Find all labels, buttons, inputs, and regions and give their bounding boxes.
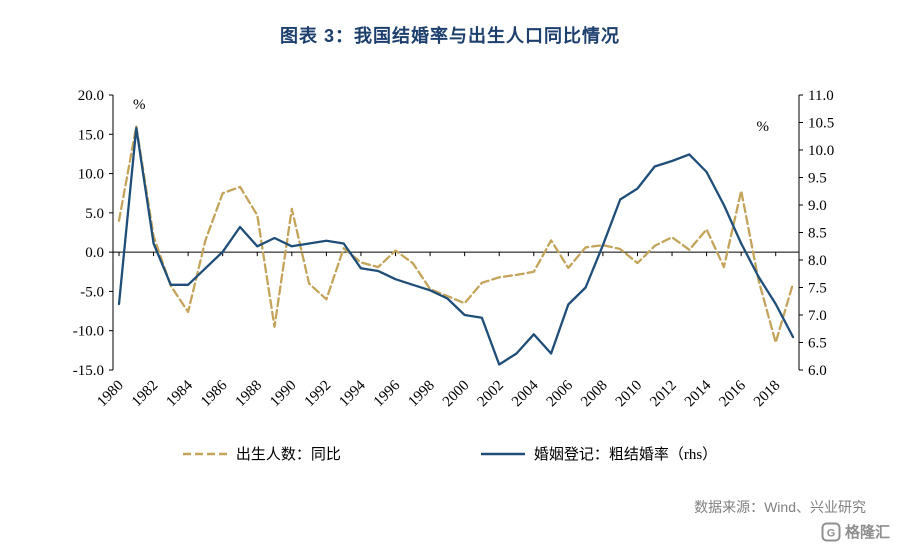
x-axis-tick-label: 1990 [267,378,300,411]
x-axis-tick-label: 2002 [475,378,508,411]
x-axis-tick-label: 2000 [440,378,473,411]
right-axis-tick-label: 6.0 [808,363,827,379]
right-axis-tick-label: 9.5 [808,171,827,187]
x-axis-tick-label: 1992 [302,378,335,411]
gelonghui-logo: G 格隆汇 [821,521,890,542]
left-axis-tick-label: 5.0 [85,206,104,222]
x-axis-tick-label: 2008 [578,378,611,411]
right-axis-tick-label: 8.0 [808,253,827,269]
legend-label-marriage: 婚姻登记：粗结婚率（rhs） [533,447,718,463]
dashed-line-swatch [182,452,227,455]
right-axis-tick-label: 10.5 [808,116,834,132]
gelonghui-logo-text: 格隆汇 [844,524,890,541]
legend-label-births: 出生人数：同比 [235,447,341,463]
x-axis-tick-label: 2004 [509,377,542,410]
legend-item-births: 出生人数：同比 [182,443,341,464]
right-axis-tick-label: 7.5 [808,281,827,297]
series-line-births [117,125,795,344]
svg-text:G: G [827,527,836,539]
x-axis-tick-label: 2010 [613,378,646,411]
right-axis-unit-label: % [757,119,770,135]
solid-line-swatch [480,452,525,455]
right-axis-tick-label: 8.5 [808,226,827,242]
right-axis-tick-label: 6.5 [808,336,827,352]
x-axis-tick-label: 2012 [647,378,680,411]
chart-legend: 出生人数：同比 婚姻登记：粗结婚率（rhs） [0,443,900,464]
x-axis-tick-label: 1980 [94,378,127,411]
x-axis-tick-label: 1996 [371,377,404,410]
x-axis-tick-label: 2018 [751,378,784,411]
line-chart: 20.0 15.0 10.0 5.0 0.0 -5.0 -10.0 -15.0 11.0 10.5… [73,88,835,411]
data-source: 数据来源：Wind、兴业研究 [694,499,866,515]
x-axis-tick-label: 1982 [129,378,162,411]
left-axis-tick-label: 15.0 [78,127,104,143]
left-axis-tick-label: 20.0 [78,88,104,104]
right-axis-tick-label: 9.0 [808,198,827,214]
left-axis-unit-label: % [133,97,146,113]
series-line-marriage [117,126,795,366]
left-axis-tick-label: -5.0 [80,284,104,300]
gelonghui-logo-icon: G [821,522,841,541]
right-axis-tick-label: 11.0 [808,88,834,104]
left-axis-tick-label: -15.0 [73,363,104,379]
right-axis-tick-label: 7.0 [808,308,827,324]
x-axis-tick-label: 2014 [682,377,715,410]
left-axis-tick-label: 10.0 [78,167,104,183]
chart-title: 图表 3：我国结婚率与出生人口同比情况 [279,26,620,46]
x-axis-tick-label: 2006 [544,377,577,410]
x-axis-tick-label: 1988 [233,378,266,411]
x-axis-tick-label: 1994 [336,377,369,410]
x-axis-tick-label: 1986 [198,377,231,410]
left-axis-tick-label: -10.0 [73,324,104,340]
x-axis-tick-label: 1984 [163,377,196,410]
left-axis-tick-label: 0.0 [85,245,104,261]
x-axis-tick-label: 1998 [405,378,438,411]
legend-item-marriage: 婚姻登记：粗结婚率（rhs） [480,443,718,464]
right-axis-tick-label: 10.0 [808,143,834,159]
x-axis-tick-label: 2016 [716,377,749,410]
